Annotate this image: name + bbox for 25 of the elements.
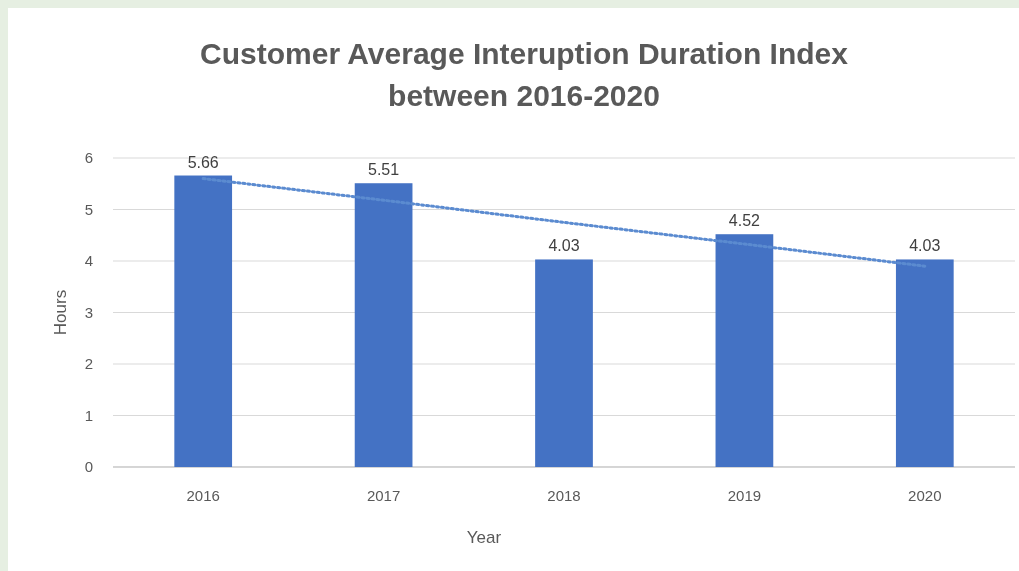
y-tick-label: 6 xyxy=(84,149,93,166)
bar xyxy=(895,259,954,467)
y-tick-label: 2 xyxy=(84,355,93,372)
y-tick-label: 5 xyxy=(84,200,93,218)
y-tick-label: 0 xyxy=(84,458,93,475)
data-label: 4.52 xyxy=(728,212,761,230)
data-label: 4.03 xyxy=(548,237,580,255)
y-tick-label: 3 xyxy=(84,303,93,321)
x-tick-label: 2019 xyxy=(727,487,762,504)
bar xyxy=(354,183,413,467)
bar xyxy=(535,259,593,467)
bar xyxy=(174,175,233,467)
x-tick-label: 2020 xyxy=(908,487,942,504)
bar xyxy=(715,234,774,467)
x-tick-label: 2016 xyxy=(186,487,220,504)
x-tick-label: 2018 xyxy=(547,487,581,504)
chart-title: Customer Average Interuption Duration Index between 2016-2020 xyxy=(200,37,849,112)
data-label: 5.66 xyxy=(187,153,219,171)
data-label: 5.51 xyxy=(368,161,400,179)
y-axis-title: Hours xyxy=(51,289,70,336)
x-axis-title: Year xyxy=(466,528,502,547)
x-tick-label: 2017 xyxy=(366,487,401,504)
y-tick-label: 4 xyxy=(84,252,93,269)
data-label: 4.03 xyxy=(909,237,941,255)
y-tick-label: 1 xyxy=(84,406,93,424)
